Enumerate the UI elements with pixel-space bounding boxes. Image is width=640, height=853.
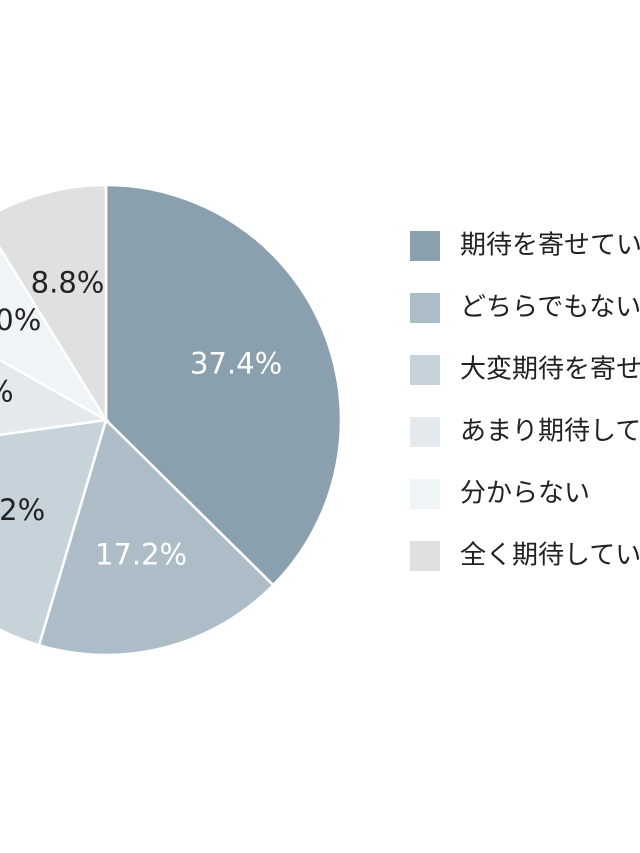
legend-label: 大変期待を寄せている xyxy=(460,355,640,385)
slice-label: 10.4% xyxy=(0,375,14,409)
legend-swatch xyxy=(410,355,440,385)
pie-slice xyxy=(0,418,108,647)
pie-slice xyxy=(37,417,275,657)
legend-swatch xyxy=(410,293,440,323)
legend-label: 期待を寄せている xyxy=(460,231,640,261)
legend-swatch xyxy=(410,231,440,261)
slice-label: 8.8% xyxy=(31,265,105,299)
legend-swatch xyxy=(410,417,440,447)
slice-label: 18.2% xyxy=(0,493,45,527)
legend-swatch xyxy=(410,479,440,509)
slice-label: 37.4% xyxy=(190,347,282,381)
legend-label: どちらでもない xyxy=(460,293,640,323)
slice-label: 8.0% xyxy=(0,303,41,337)
pie-slice xyxy=(0,245,108,422)
pie-slice xyxy=(0,358,110,437)
legend-swatch xyxy=(410,541,440,571)
pie-slice xyxy=(0,183,108,425)
legend-label: 分からない xyxy=(460,479,590,509)
pie-slice xyxy=(104,183,343,587)
slice-label: 17.2% xyxy=(95,538,187,572)
legend-label: あまり期待していない xyxy=(460,417,640,447)
legend-label: 全く期待していない xyxy=(460,541,640,571)
